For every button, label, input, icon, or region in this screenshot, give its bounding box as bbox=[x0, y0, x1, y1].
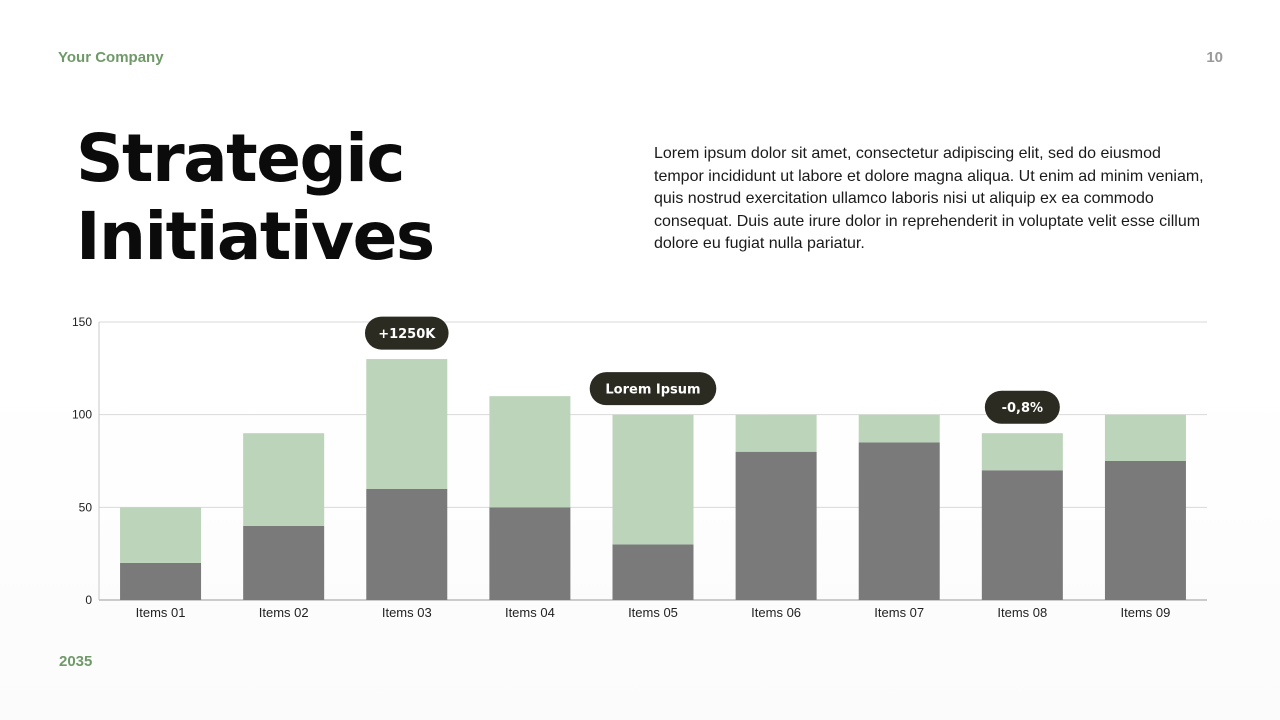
bar-segment-light bbox=[120, 507, 202, 563]
bar-segment-dark bbox=[981, 470, 1063, 600]
x-category-label: Items 05 bbox=[628, 605, 678, 620]
bar-segment-dark bbox=[120, 562, 202, 600]
bar-segment-dark bbox=[243, 525, 325, 600]
bar-segment-dark bbox=[858, 442, 940, 600]
annotation-text: -0,8% bbox=[1002, 401, 1043, 416]
bar-segment-dark bbox=[612, 544, 694, 600]
title-line-2: Initiatives bbox=[76, 198, 435, 275]
bar-segment-light bbox=[243, 433, 325, 526]
x-category-label: Items 08 bbox=[997, 605, 1047, 620]
footer-year: 2035 bbox=[59, 653, 93, 670]
y-tick-label: 100 bbox=[72, 408, 92, 422]
description-paragraph: Lorem ipsum dolor sit amet, consectetur … bbox=[654, 145, 1204, 253]
x-category-label: Items 06 bbox=[751, 605, 801, 620]
annotation-text: +1250K bbox=[378, 327, 436, 342]
x-category-label: Items 02 bbox=[259, 605, 309, 620]
stacked-bar-chart: 0 50 100 150 Items 01 Items 02 Items 03 Items 0… bbox=[72, 315, 1207, 620]
y-tick-label: 50 bbox=[79, 500, 93, 514]
bar-segment-light bbox=[735, 414, 817, 452]
page-number: 10 bbox=[1206, 49, 1223, 66]
x-category-label: Items 04 bbox=[505, 605, 555, 620]
y-tick-label: 0 bbox=[85, 593, 92, 607]
bar-segment-dark bbox=[1104, 461, 1186, 600]
annotation-bubble bbox=[984, 390, 1060, 424]
x-category-label: Items 09 bbox=[1121, 605, 1171, 620]
bar-segment-light bbox=[489, 396, 571, 508]
title-line-1: Strategic bbox=[76, 120, 405, 197]
page-title: Strategic Initiatives bbox=[76, 120, 435, 276]
bar-segment-light bbox=[981, 433, 1063, 471]
annotation-bubble bbox=[364, 316, 449, 350]
bar-segment-dark bbox=[735, 451, 817, 600]
x-category-label: Items 07 bbox=[874, 605, 924, 620]
bar-segment-light bbox=[612, 414, 694, 545]
bar-segment-light bbox=[366, 359, 448, 489]
bar-segment-dark bbox=[366, 488, 448, 600]
bar-segment-dark bbox=[489, 507, 571, 600]
annotation-text: Lorem Ipsum bbox=[605, 383, 700, 398]
company-name: Your Company bbox=[58, 49, 164, 66]
y-tick-label: 150 bbox=[72, 315, 92, 329]
annotation-bubble bbox=[589, 372, 717, 406]
bar-segment-light bbox=[1104, 414, 1186, 461]
x-category-label: Items 03 bbox=[382, 605, 432, 620]
bar-segment-light bbox=[858, 414, 940, 443]
x-category-label: Items 01 bbox=[136, 605, 186, 620]
